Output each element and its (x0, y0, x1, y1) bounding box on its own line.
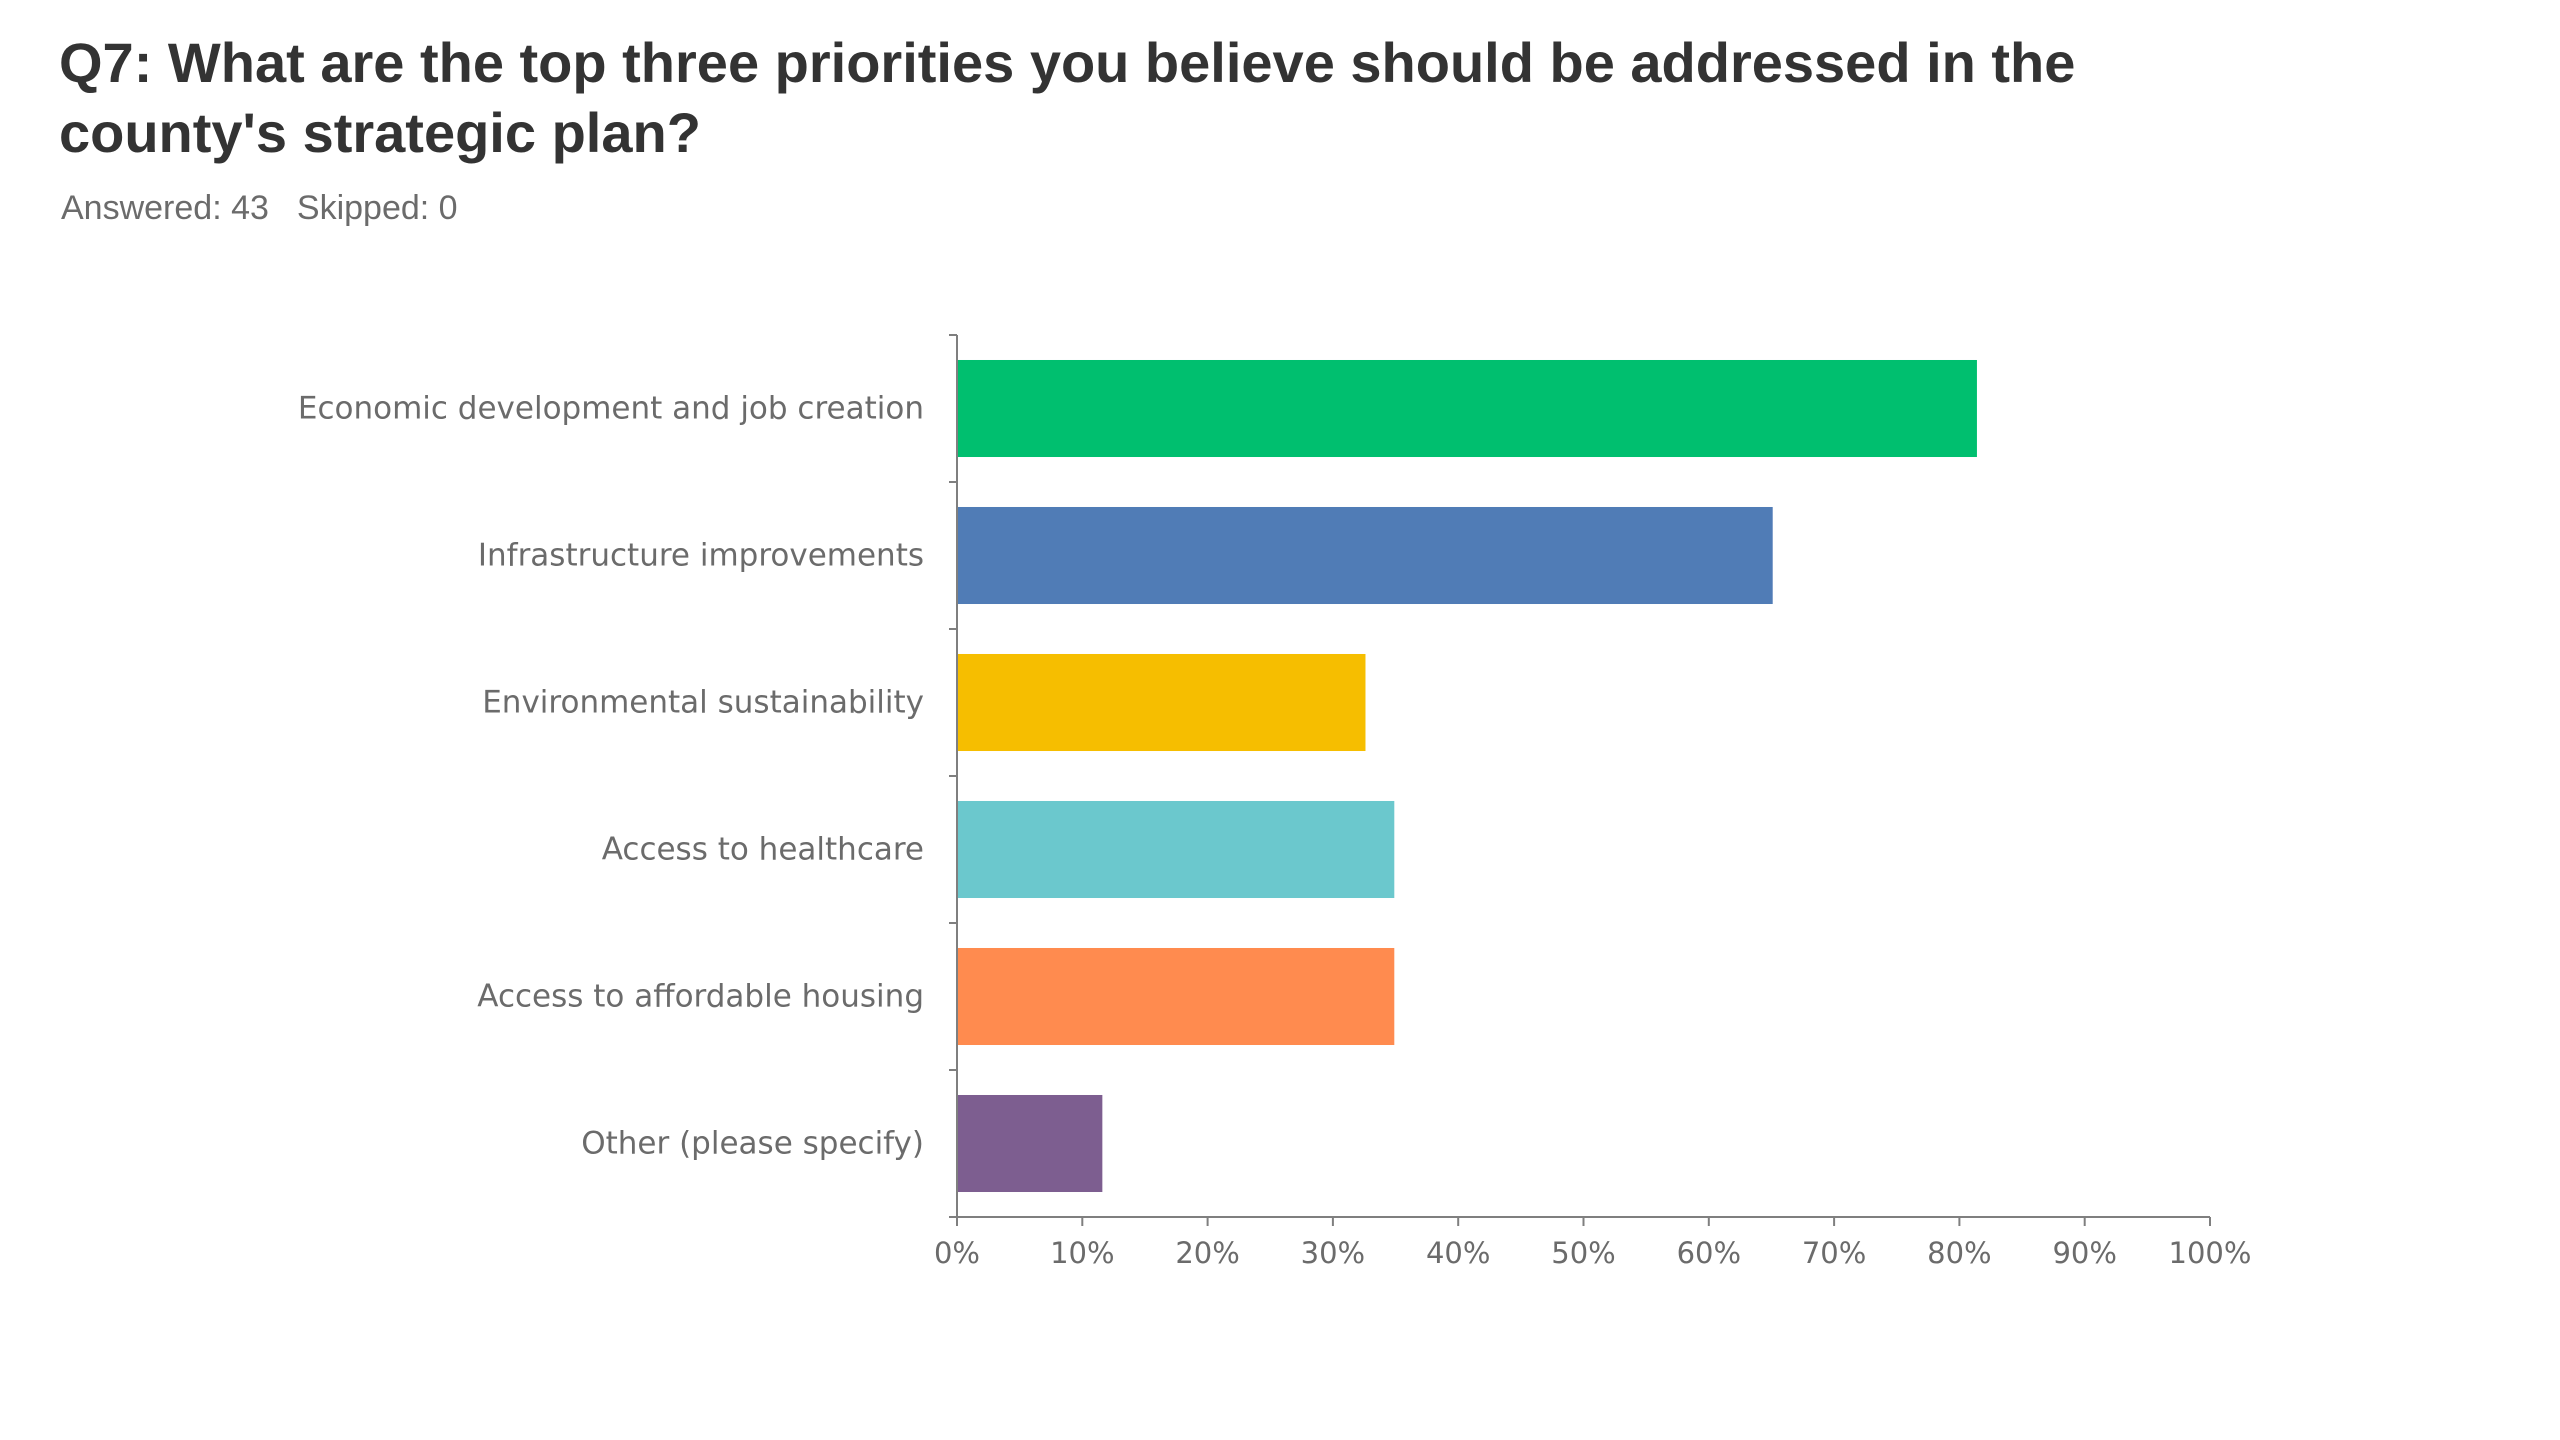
x-tick-label-4: 40% (1426, 1236, 1490, 1270)
category-label-0: Economic development and job creation (298, 391, 924, 427)
bar-2 (957, 653, 1366, 752)
x-tick-label-1: 10% (1050, 1236, 1114, 1270)
x-tick-label-6: 60% (1677, 1236, 1741, 1270)
question-title: Q7: What are the top three priorities yo… (59, 31, 2076, 164)
category-label-3: Access to healthcare (602, 832, 924, 868)
axes (949, 334, 2211, 1226)
answered-count: Answered: 43 (61, 189, 269, 227)
bar-5 (957, 1094, 1103, 1193)
response-summary: Answered: 43 Skipped: 0 (61, 188, 458, 228)
x-tick-label-2: 20% (1175, 1236, 1239, 1270)
bar-4 (957, 947, 1395, 1046)
category-label-1: Infrastructure improvements (478, 538, 924, 574)
x-tick-label-0: 0% (934, 1236, 980, 1270)
x-tick-label-3: 30% (1301, 1236, 1365, 1270)
bar-0 (957, 359, 1977, 458)
bar-3 (957, 800, 1395, 899)
x-tick-label-9: 90% (2052, 1236, 2116, 1270)
category-label-2: Environmental sustainability (482, 685, 924, 721)
category-label-5: Other (please specify) (581, 1126, 924, 1162)
x-tick-label-8: 80% (1927, 1236, 1991, 1270)
x-tick-label-10: 100% (2169, 1236, 2252, 1270)
bars (957, 359, 1977, 1193)
x-tick-label-7: 70% (1802, 1236, 1866, 1270)
bar-1 (957, 506, 1773, 605)
category-labels: Economic development and job creation Inf… (298, 391, 924, 1162)
skipped-count: Skipped: 0 (296, 189, 458, 227)
x-tick-labels: 0% 10% 20% 30% 40% 50% 60% 70% 80% 90% 100% (934, 1236, 2251, 1270)
x-tick-label-5: 50% (1551, 1236, 1615, 1270)
category-label-4: Access to affordable housing (477, 979, 924, 1015)
